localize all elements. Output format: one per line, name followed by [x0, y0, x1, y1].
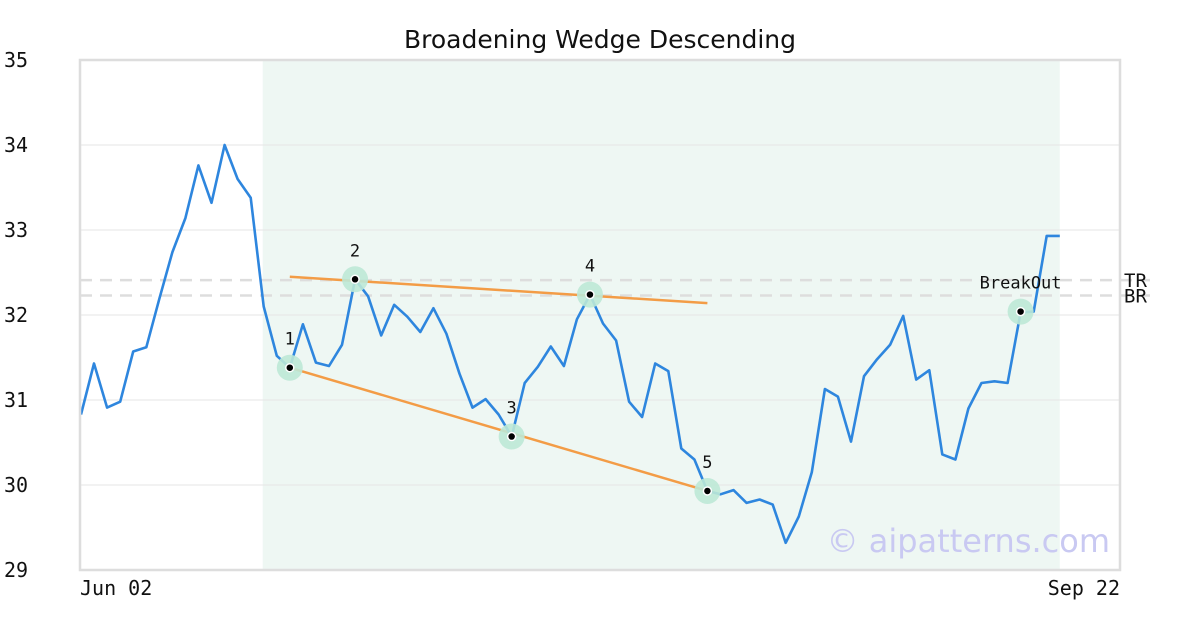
pattern-points-layer: 1 2 3 4 5 BreakOut — [276, 241, 1062, 504]
y-tick-label: 29 — [4, 558, 28, 582]
price-line-layer — [79, 143, 1060, 545]
pattern-point-label: 5 — [702, 453, 712, 473]
plot-frame — [78, 58, 1122, 572]
pattern-point-marker — [285, 362, 295, 373]
y-tick-label: 32 — [4, 303, 28, 327]
pattern-point-label: 1 — [285, 330, 295, 350]
pattern-point-marker — [585, 289, 595, 300]
trendline-lower — [289, 366, 708, 493]
pattern-point-label: 4 — [585, 257, 595, 277]
chart-title: Broadening Wedge Descending — [404, 25, 796, 54]
pattern-point-marker — [702, 486, 713, 496]
y-tick-label: 30 — [4, 473, 28, 497]
pattern-point-marker — [350, 274, 360, 285]
x-tick-label: Jun 02 — [80, 576, 152, 600]
pattern-point-marker — [1015, 306, 1026, 317]
y-tick-label: 34 — [4, 133, 28, 157]
pattern-point-label: 2 — [350, 241, 360, 261]
pattern-point-marker — [506, 431, 517, 442]
price-series-line — [79, 143, 1060, 545]
watermark-text: © aipatterns.com — [827, 522, 1110, 560]
pattern-point-label: BreakOut — [980, 274, 1062, 294]
reference-line-label: BR — [1124, 285, 1147, 307]
y-tick-label: 31 — [4, 388, 28, 412]
x-tick-label: Sep 22 — [1048, 576, 1120, 600]
pattern-point-label: 3 — [507, 399, 517, 419]
reference-line-label: TR — [1124, 270, 1147, 292]
y-tick-label: 33 — [4, 218, 28, 242]
y-tick-label: 35 — [4, 48, 28, 72]
